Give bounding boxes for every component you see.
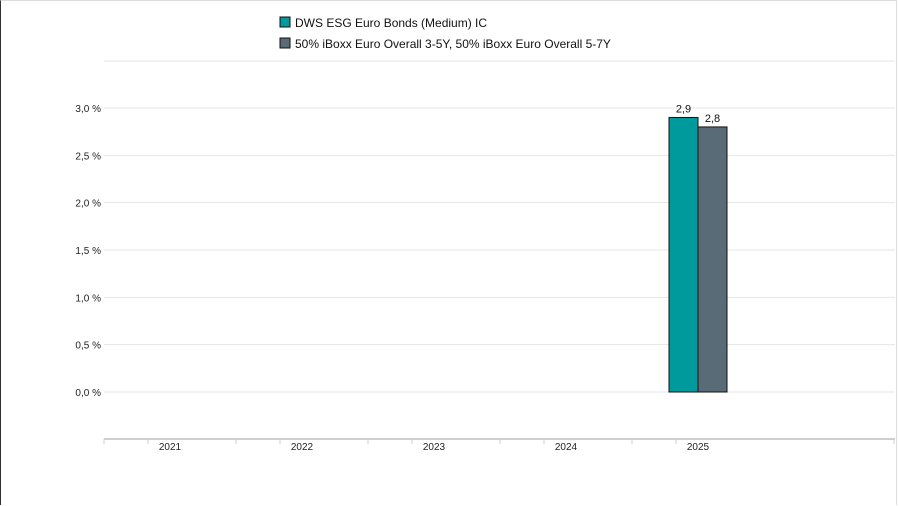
data-label: 2,8 [705, 113, 720, 125]
x-tick-label: 2024 [555, 442, 578, 453]
y-tick-label: 2,5 % [75, 151, 101, 162]
x-tick-label: 2025 [687, 442, 710, 453]
y-tick-label: 0,5 % [75, 341, 101, 352]
bar [697, 126, 728, 393]
y-tick-label: 0,0 % [75, 388, 101, 399]
y-tick-label: 2,0 % [75, 199, 101, 210]
y-tick-label: 3,0 % [75, 104, 101, 115]
legend-label: 50% iBoxx Euro Overall 3-5Y, 50% iBoxx E… [295, 37, 611, 51]
legend-swatch [279, 16, 291, 28]
legend-swatch [279, 37, 291, 49]
y-tick-label: 1,5 % [75, 246, 101, 257]
bar [668, 116, 699, 393]
y-tick-label: 1,0 % [75, 293, 101, 304]
x-tick-label: 2023 [423, 442, 446, 453]
data-label: 2,9 [676, 103, 691, 115]
x-tick-label: 2021 [159, 442, 182, 453]
x-tick-label: 2022 [291, 442, 314, 453]
legend-label: DWS ESG Euro Bonds (Medium) IC [295, 16, 487, 30]
